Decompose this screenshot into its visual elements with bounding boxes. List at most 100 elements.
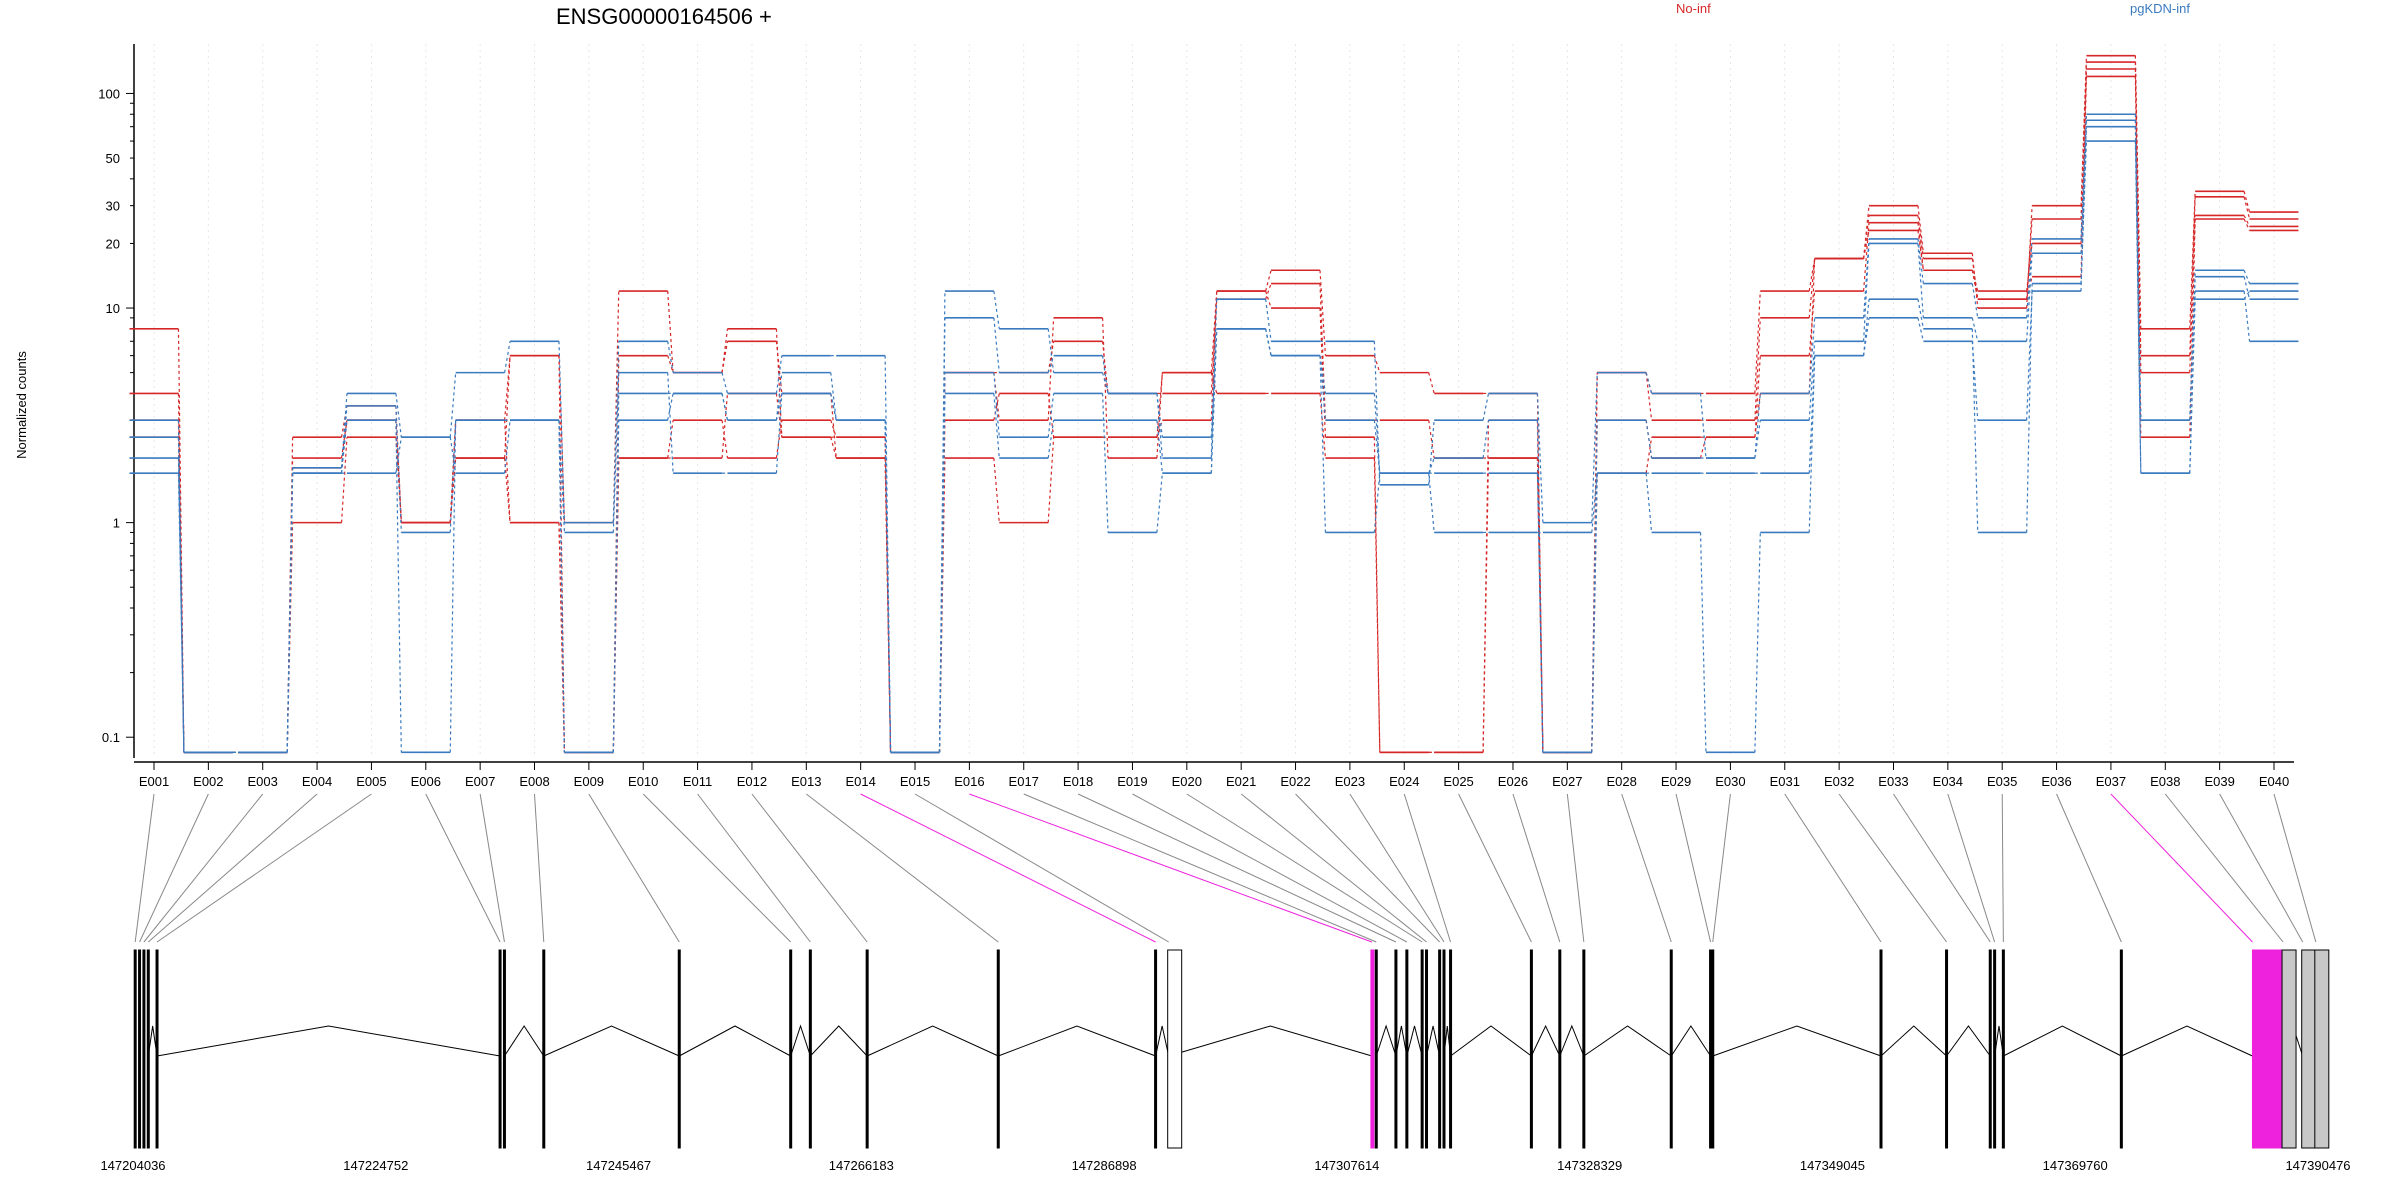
connector-E033 — [1917, 317, 1924, 342]
connector-E011 — [721, 420, 729, 459]
connector-E025 — [1482, 393, 1490, 421]
connector-E012 — [751, 793, 868, 943]
connector-E008 — [558, 420, 566, 753]
series-layer — [129, 54, 2299, 754]
y-tick-label: 0.1 — [102, 730, 120, 745]
connector-E014 — [860, 793, 1156, 943]
connector-E006 — [425, 793, 501, 943]
genomic-position-label: 147328329 — [1557, 1158, 1622, 1173]
connector-E019 — [1156, 393, 1163, 459]
connector-E008 — [534, 793, 545, 943]
connector-E039 — [2243, 196, 2251, 220]
connector-E030 — [1754, 291, 1761, 394]
connector-E039 — [2243, 215, 2251, 227]
exon-box-E039 — [2301, 949, 2317, 1149]
exon-box-E012 — [865, 949, 869, 1149]
x-tick-label-E020: E020 — [1172, 774, 1202, 789]
x-tick-label-E037: E037 — [2096, 774, 2126, 789]
connector-E007 — [504, 420, 511, 474]
connector-E020 — [1210, 299, 1218, 394]
connector-E028 — [1645, 473, 1653, 533]
connector-E008 — [558, 355, 566, 523]
connector-E035 — [2026, 276, 2033, 300]
exon-box-E006 — [498, 949, 502, 1149]
connector-E028 — [1645, 437, 1653, 474]
connector-E006 — [449, 372, 457, 438]
connector-E038 — [2189, 291, 2196, 474]
series-no-inf-4 — [129, 75, 2299, 754]
connector-E016 — [993, 290, 1000, 329]
connector-E033 — [1917, 299, 1924, 329]
connector-E035 — [2026, 218, 2033, 300]
exon-box-E022 — [1438, 949, 1442, 1149]
connector-E035 — [2026, 238, 2033, 318]
connector-E023 — [1373, 393, 1381, 474]
connector-E032 — [1862, 243, 1870, 342]
connector-E030 — [1754, 317, 1761, 421]
connector-E037 — [2134, 120, 2142, 474]
connector-E029 — [1699, 393, 1707, 459]
connector-E039 — [2243, 270, 2251, 284]
connector-E020 — [1186, 793, 1423, 943]
intron-line — [1406, 1025, 1423, 1057]
connector-E034 — [1971, 270, 1979, 300]
connector-E021 — [1265, 290, 1272, 309]
genomic-position-label: 147307614 — [1314, 1158, 1379, 1173]
x-tick-label-E013: E013 — [791, 774, 821, 789]
connector-E011 — [721, 341, 729, 373]
connector-E040 — [2273, 793, 2317, 943]
connector-E023 — [1373, 355, 1381, 373]
connector-E022 — [1319, 308, 1327, 438]
connector-E019 — [1156, 372, 1163, 438]
connector-E030 — [1754, 393, 1761, 459]
x-tick-label-E024: E024 — [1389, 774, 1419, 789]
y-axis-label: Normalized counts — [14, 351, 29, 459]
connector-E027 — [1591, 473, 1598, 533]
connector-E034 — [1971, 270, 1979, 292]
connector-E033 — [1893, 793, 1991, 943]
connector-E019 — [1156, 393, 1163, 438]
connector-E033 — [1917, 238, 1924, 284]
connector-E016 — [993, 393, 1000, 459]
x-tick-label-E011: E011 — [683, 774, 712, 789]
connector-E028 — [1645, 372, 1653, 421]
connector-E024 — [1428, 420, 1435, 459]
exon-box-E018 — [1394, 949, 1398, 1149]
connector-E013 — [830, 372, 837, 421]
connector-E034 — [1971, 328, 1979, 533]
connector-E008 — [558, 522, 566, 753]
connector-E024 — [1428, 473, 1435, 533]
connector-E007 — [504, 420, 511, 523]
connector-E015 — [914, 793, 1169, 943]
connector-E010 — [667, 372, 674, 474]
connector-E009 — [612, 372, 620, 533]
connector-E022 — [1295, 793, 1440, 943]
intron-line — [1168, 1025, 1373, 1057]
connector-E038 — [2189, 191, 2196, 329]
intron-line — [1426, 1025, 1441, 1057]
intron-line — [679, 1025, 791, 1057]
intron-line — [1880, 1025, 1947, 1057]
connector-E009 — [612, 341, 620, 523]
connector-E013 — [830, 393, 837, 459]
x-tick-label-E012: E012 — [737, 774, 767, 789]
connector-E034 — [1971, 258, 1979, 300]
x-tick-label-E001: E001 — [139, 774, 169, 789]
connector-E009 — [588, 793, 680, 943]
connector-E019 — [1132, 793, 1408, 943]
connector-E017 — [1047, 317, 1055, 421]
connector-E004 — [340, 405, 348, 474]
x-tick-label-E039: E039 — [2204, 774, 2234, 789]
genomic-position-label: 147204036 — [100, 1158, 165, 1173]
genomic-position-label: 147349045 — [1800, 1158, 1865, 1173]
connector-E001 — [177, 473, 185, 753]
gene-model-track — [133, 949, 2330, 1149]
y-tick-label: 100 — [98, 86, 120, 101]
genomic-position-label: 147266183 — [829, 1158, 894, 1173]
exon-box-E032 — [1945, 949, 1949, 1149]
x-tick-label-E021: E021 — [1226, 774, 1256, 789]
exon-box-E023 — [1442, 949, 1446, 1149]
chart-title: ENSG00000164506 + — [556, 4, 772, 29]
connector-E011 — [721, 372, 729, 394]
connector-E027 — [1591, 372, 1598, 523]
